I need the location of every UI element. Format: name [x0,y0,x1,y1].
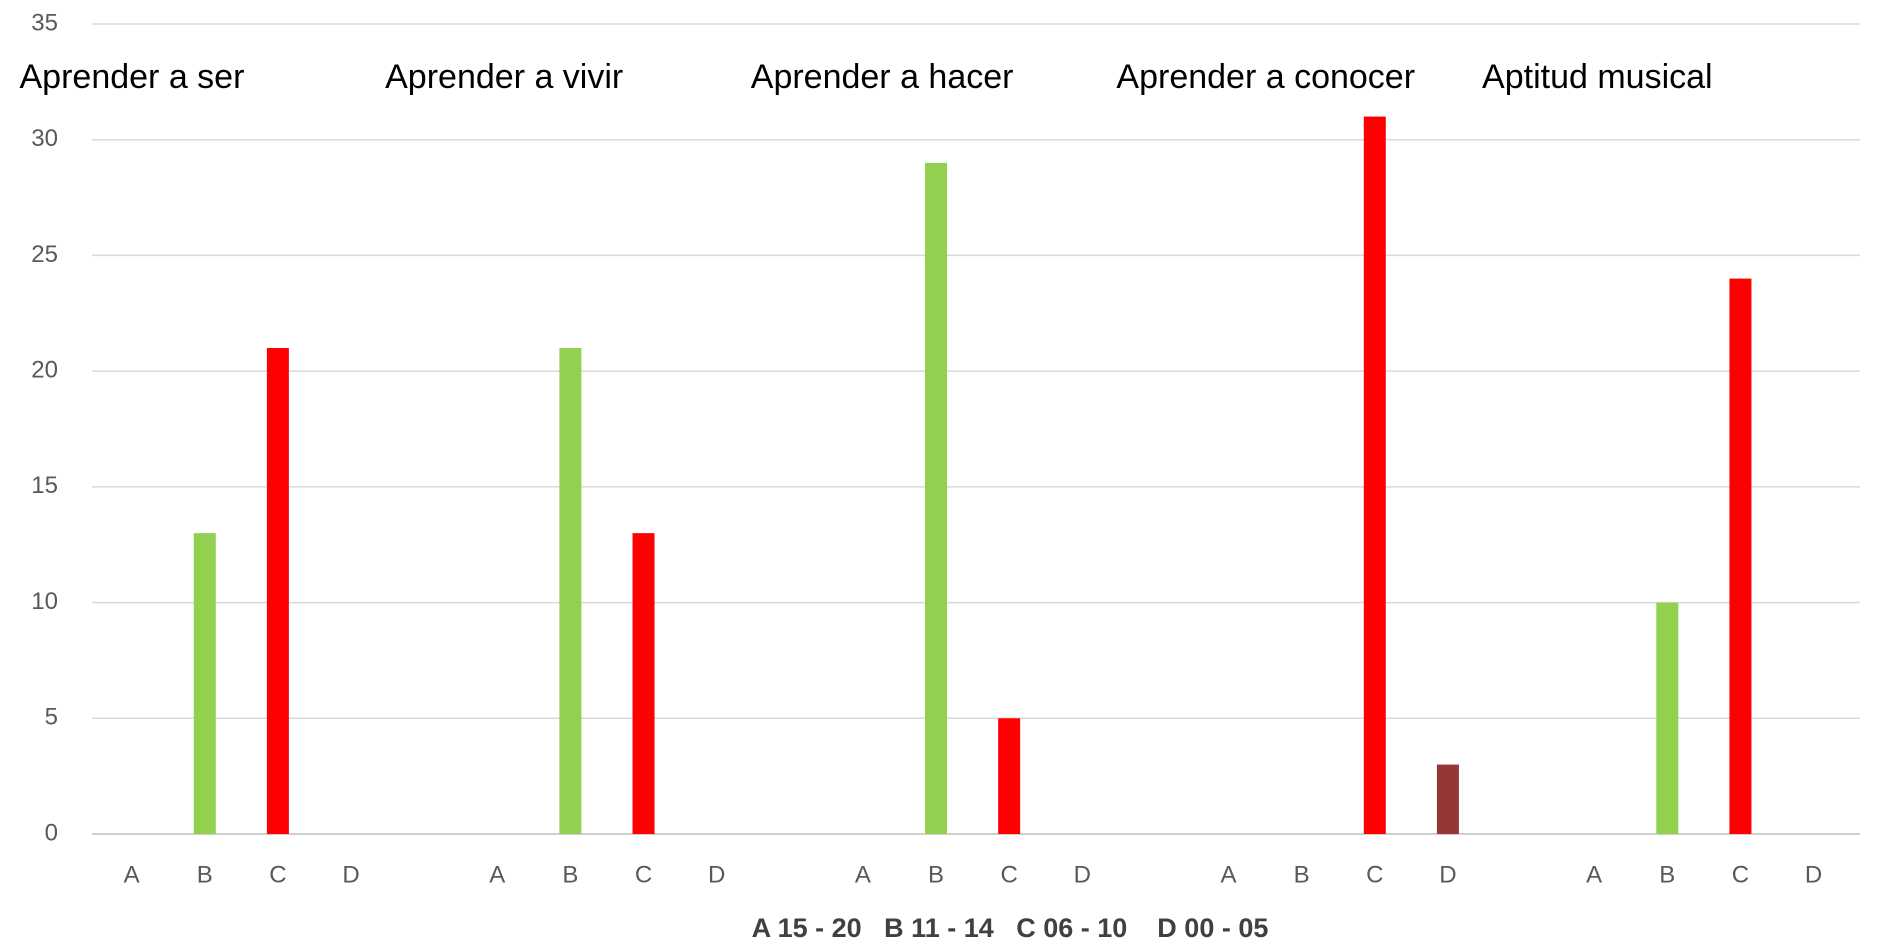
x-tick-label: C [1366,861,1383,888]
bar [925,162,948,834]
x-tick-label: B [1294,861,1310,888]
bar [632,533,655,834]
group-label: Aprender a hacer [751,58,1014,96]
group-label: Aprender a vivir [385,58,623,96]
x-tick-label: A [1221,861,1237,888]
y-tick-label: 15 [31,472,58,499]
group-label: Aprender a conocer [1116,58,1415,96]
y-tick-label: 25 [31,241,58,268]
group-label: Aptitud musical [1482,58,1713,96]
x-tick-label: B [1659,861,1675,888]
bar [1363,116,1386,835]
bar [266,348,289,834]
x-tick-label: D [1074,861,1091,888]
y-tick-label: 10 [31,588,58,615]
x-tick-label: C [635,861,652,888]
x-tick-label: A [124,861,140,888]
x-tick-label: B [197,861,213,888]
y-tick-label: 5 [45,704,58,731]
y-tick-label: 30 [31,125,58,152]
x-tick-label: B [928,861,944,888]
x-tick-label: A [1586,861,1602,888]
x-tick-label: C [1000,861,1017,888]
bar [1436,764,1459,834]
x-tick-label: B [562,861,578,888]
group-label: Aprender a ser [20,58,245,96]
x-tick-label: D [1805,861,1822,888]
y-tick-label: 35 [31,9,58,36]
bar [193,533,216,834]
bar [998,718,1021,834]
x-axis-label: A 15 - 20 B 11 - 14 C 06 - 10 D 00 - 05 [752,913,1269,942]
x-tick-label: D [1439,861,1456,888]
x-tick-label: A [489,861,505,888]
bar [1729,278,1752,835]
x-tick-label: C [269,861,286,888]
x-tick-label: C [1732,861,1749,888]
bar [559,348,582,834]
y-tick-label: 20 [31,356,58,383]
x-tick-label: D [708,861,725,888]
x-tick-label: A [855,861,871,888]
x-tick-label: D [342,861,359,888]
y-tick-label: 0 [45,819,58,846]
bar [1656,602,1679,834]
